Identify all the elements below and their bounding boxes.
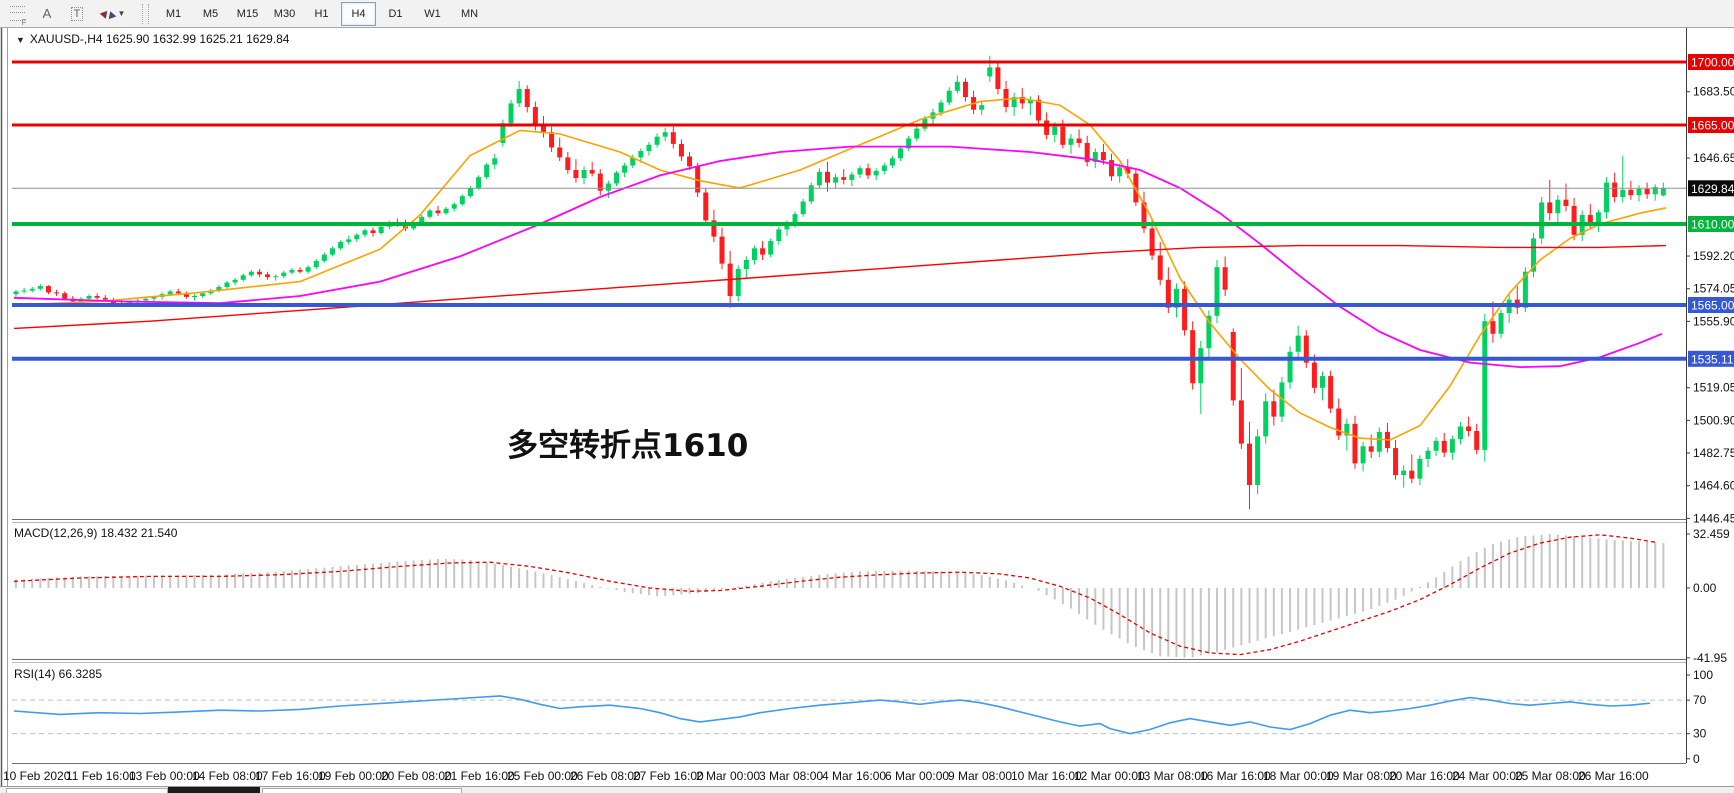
rsi-axis-label: 30 — [1693, 727, 1707, 741]
macd-indicator-label: MACD(12,26,9) 18.432 21.540 — [14, 526, 178, 540]
axis-tick-label: 1446.45 — [1693, 511, 1734, 525]
price-badge-label: 1535.11 — [1691, 352, 1734, 366]
axis-tick-label: 1500.90 — [1693, 413, 1734, 427]
macd-axis-label: -41.95 — [1693, 651, 1727, 665]
time-axis-label: 20 Feb 08:00 — [381, 769, 452, 783]
timeframe-toolbar: M1 M5 M15 M30 H1 H4 D1 W1 MN — [155, 1, 488, 26]
time-axis-label: 4 Mar 16:00 — [822, 769, 886, 783]
ma-orange-line — [13, 97, 1667, 441]
price-badge-1565.00: 1565.00 — [1688, 297, 1734, 313]
time-axis-label: 3 Mar 08:00 — [759, 769, 823, 783]
time-axis-label: 2 Mar 00:00 — [696, 769, 760, 783]
collapse-triangle-icon[interactable]: ▼ — [16, 35, 25, 45]
chart-title: ▼ XAUUSD-,H4 1625.90 1632.99 1625.21 1629… — [16, 32, 290, 46]
time-axis-label: 20 Mar 16:00 — [1389, 769, 1460, 783]
axis-tick-label: 1482.75 — [1693, 446, 1734, 460]
dropdown-caret-icon[interactable]: ▼ — [117, 9, 126, 18]
time-axis-label: 25 Feb 00:00 — [507, 769, 578, 783]
price-badge-1700.00: 1700.00 — [1688, 54, 1734, 70]
price-badge-label: 1565.00 — [1691, 299, 1734, 313]
ma-slow-red-line — [13, 244, 1667, 330]
time-axis-label: 26 Mar 16:00 — [1578, 769, 1649, 783]
rsi-line — [13, 695, 1651, 735]
price-badge-1665.00: 1665.00 — [1688, 117, 1734, 133]
time-axis-label: 27 Feb 16:00 — [633, 769, 704, 783]
macd-signal-line — [13, 534, 1656, 656]
time-axis-label: 25 Mar 08:00 — [1515, 769, 1586, 783]
price-badge-label: 1629.84 — [1691, 182, 1734, 196]
price-badge-label: 1665.00 — [1691, 119, 1734, 133]
axis-tick-label: 1519.05 — [1693, 381, 1734, 395]
time-axis-label: 13 Feb 00:00 — [129, 769, 200, 783]
axis-tick-label: 1592.20 — [1693, 249, 1734, 263]
text-label-icon[interactable]: A — [42, 6, 52, 21]
axis-tick-label: 1683.50 — [1693, 85, 1734, 99]
time-axis-label: 11 Feb 16:00 — [66, 769, 136, 783]
fibo-grid-icon[interactable] — [4, 3, 30, 27]
time-axis-label: 10 Feb 2020 — [3, 769, 71, 783]
rsi-axis-label: 0 — [1693, 752, 1700, 766]
price-badge-1610.00: 1610.00 — [1688, 216, 1734, 232]
rsi-axis-label: 100 — [1693, 668, 1713, 682]
macd-axis-label: 32.459 — [1693, 527, 1730, 541]
timeframe-button-H1[interactable]: H1 — [314, 7, 329, 20]
rsi-axis-label: 70 — [1693, 693, 1707, 707]
chart-annotation-text: 多空转折点1610 — [507, 428, 749, 464]
axis-tick-label: 1574.05 — [1693, 282, 1734, 296]
status-box — [6, 788, 168, 793]
time-axis-label: 26 Feb 08:00 — [570, 769, 641, 783]
price-badge-1535.11: 1535.11 — [1688, 350, 1734, 367]
macd-axis-label: 0.00 — [1693, 581, 1717, 595]
time-axis-label: 12 Mar 00:00 — [1074, 769, 1145, 783]
time-axis-label: 6 Mar 00:00 — [885, 769, 949, 783]
price-axis-labels: 1683.50 1646.65 1592.20 1574.05 1555.90 1519.… — [1686, 85, 1734, 525]
price-badge-label: 1700.00 — [1691, 56, 1734, 70]
ma-magenta-line — [13, 145, 1663, 369]
macd-panel: 32.459 0.00 -41.95 — [13, 527, 1730, 665]
price-badge-label: 1610.00 — [1691, 218, 1734, 232]
time-axis-label: 19 Mar 08:00 — [1326, 769, 1397, 783]
price-badge-1629.84: 1629.84 — [1688, 180, 1734, 197]
status-dark-segment — [168, 787, 260, 793]
toolbar: A T ▼ M1 M5 M15 M30 H1 H4 D1 W1 MN — [0, 0, 1734, 28]
time-axis-label: 18 Mar 00:00 — [1263, 769, 1334, 783]
time-axis-label: 14 Feb 08:00 — [192, 769, 263, 783]
rsi-panel: 100 70 30 0 — [12, 668, 1713, 766]
timeframe-button-M1[interactable]: M1 — [165, 7, 182, 20]
time-axis-label: 10 Mar 16:00 — [1011, 769, 1082, 783]
time-axis-label: 24 Mar 00:00 — [1452, 769, 1523, 783]
timeframe-button-MN[interactable]: MN — [460, 7, 479, 20]
axis-tick-label: 1646.65 — [1693, 151, 1734, 165]
timeframe-button-W1[interactable]: W1 — [424, 7, 441, 20]
chart-canvas[interactable]: 1683.50 1646.65 1592.20 1574.05 1555.90 1519.… — [0, 28, 1734, 793]
axis-tick-label: 1555.90 — [1693, 314, 1734, 328]
time-axis-label: 13 Mar 08:00 — [1137, 769, 1208, 783]
text-box-icon[interactable]: T — [64, 3, 90, 25]
timeframe-button-M30[interactable]: M30 — [273, 7, 296, 20]
axis-tick-label: 1464.60 — [1693, 479, 1734, 493]
arrows-tool-icon[interactable]: ▼ — [94, 3, 132, 25]
time-axis-label: 9 Mar 08:00 — [948, 769, 1012, 783]
toolbar-separator — [142, 3, 149, 24]
timeframe-button-M5[interactable]: M5 — [202, 7, 219, 20]
timeframe-button-D1[interactable]: D1 — [388, 7, 403, 20]
time-axis-label: 16 Mar 16:00 — [1200, 769, 1271, 783]
rsi-indicator-label: RSI(14) 66.3285 — [14, 667, 103, 681]
timeframe-button-M15[interactable]: M15 — [236, 7, 259, 20]
timeframe-button-H4[interactable]: H4 — [341, 1, 376, 26]
time-axis-label: 17 Feb 16:00 — [255, 769, 326, 783]
horizontal-level-lines — [12, 60, 1686, 361]
status-strip — [0, 786, 1734, 793]
panel-frames — [0, 28, 1687, 793]
time-axis-label: 19 Feb 00:00 — [318, 769, 389, 783]
status-box — [262, 788, 462, 793]
time-axis-label: 21 Feb 16:00 — [444, 769, 515, 783]
